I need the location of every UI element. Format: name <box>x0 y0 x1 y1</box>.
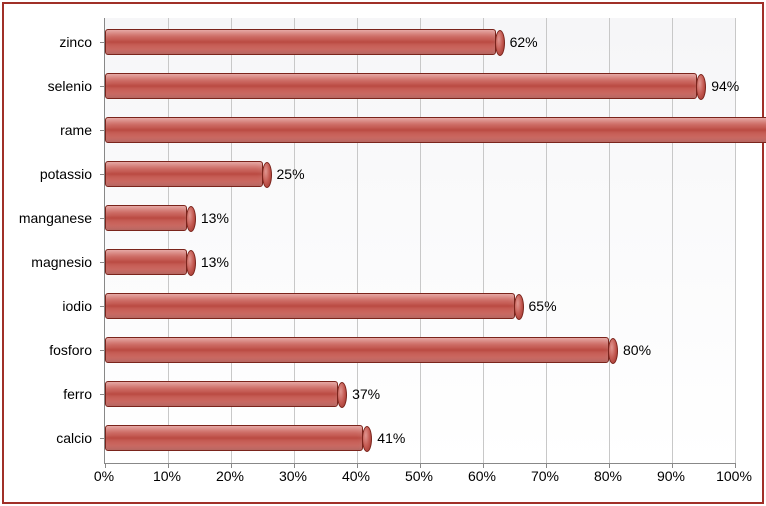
bar <box>105 425 363 451</box>
category-label: potassio <box>2 161 92 187</box>
value-label: 13% <box>201 205 229 231</box>
x-axis-label: 10% <box>153 468 181 484</box>
x-axis-label: 90% <box>657 468 685 484</box>
bar <box>105 293 515 319</box>
chart-frame: 62%94%121%25%13%13%65%80%37%41% 0%10%20%… <box>2 2 764 504</box>
x-axis-label: 20% <box>216 468 244 484</box>
category-label: fosforo <box>2 337 92 363</box>
x-axis-label: 0% <box>94 468 114 484</box>
x-axis-label: 80% <box>594 468 622 484</box>
category-label: rame <box>2 117 92 143</box>
x-axis-label: 50% <box>405 468 433 484</box>
value-label: 62% <box>510 29 538 55</box>
value-label: 41% <box>377 425 405 451</box>
bar-end-cap <box>696 74 706 100</box>
x-axis-label: 60% <box>468 468 496 484</box>
value-label: 25% <box>277 161 305 187</box>
bar <box>105 205 187 231</box>
bar-end-cap <box>514 294 524 320</box>
bar <box>105 249 187 275</box>
bar-end-cap <box>362 426 372 452</box>
category-label: ferro <box>2 381 92 407</box>
category-label: zinco <box>2 29 92 55</box>
x-axis-label: 70% <box>531 468 559 484</box>
bar <box>105 161 263 187</box>
x-axis-label: 30% <box>279 468 307 484</box>
bar <box>105 29 496 55</box>
category-label: calcio <box>2 425 92 451</box>
bar-end-cap <box>186 206 196 232</box>
value-label: 13% <box>201 249 229 275</box>
category-label: iodio <box>2 293 92 319</box>
bar <box>105 73 697 99</box>
value-label: 37% <box>352 381 380 407</box>
bar <box>105 381 338 407</box>
plot-area: 62%94%121%25%13%13%65%80%37%41% <box>104 18 735 464</box>
bar-end-cap <box>337 382 347 408</box>
value-label: 80% <box>623 337 651 363</box>
bar-end-cap <box>262 162 272 188</box>
bar-end-cap <box>186 250 196 276</box>
x-axis-label: 40% <box>342 468 370 484</box>
category-label: magnesio <box>2 249 92 275</box>
x-axis-label: 100% <box>716 468 752 484</box>
value-label: 94% <box>711 73 739 99</box>
bar-end-cap <box>495 30 505 56</box>
bar <box>105 117 766 143</box>
value-label: 65% <box>529 293 557 319</box>
bar <box>105 337 609 363</box>
category-label: manganese <box>2 205 92 231</box>
category-label: selenio <box>2 73 92 99</box>
bar-end-cap <box>608 338 618 364</box>
